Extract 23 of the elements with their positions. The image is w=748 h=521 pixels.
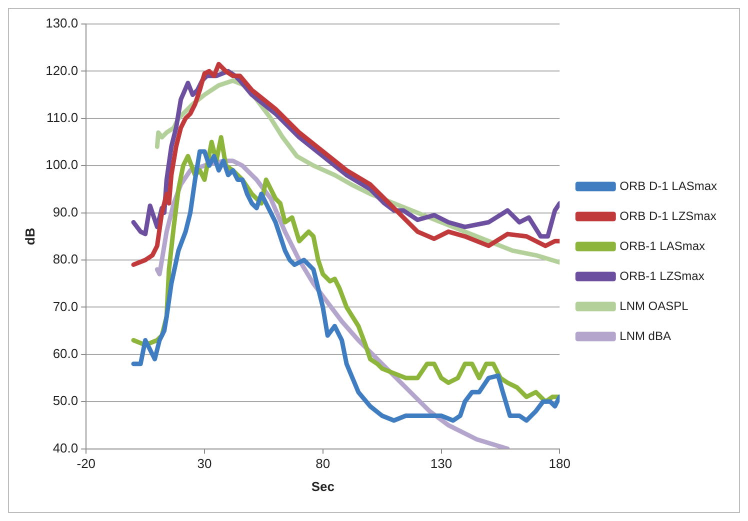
x-tick-label: -20 <box>76 456 96 472</box>
x-axis-title: Sec <box>311 478 334 494</box>
y-axis-title: dB <box>22 228 38 246</box>
legend-label: ORB-1 LASmax <box>620 238 705 253</box>
y-tick-label: 40.0 <box>52 440 78 456</box>
y-tick-label: 60.0 <box>52 346 78 361</box>
x-tick-label: 180 <box>548 456 570 472</box>
legend-label: LNM OASPL <box>620 298 689 313</box>
x-tick-label: 30 <box>197 456 212 472</box>
y-tick-label: 100.0 <box>46 157 78 172</box>
y-tick-label: 110.0 <box>46 110 78 125</box>
legend-label: ORB D-1 LZSmax <box>620 208 716 223</box>
y-tick-label: 70.0 <box>52 298 78 314</box>
y-tick-label: 90.0 <box>52 204 78 220</box>
x-tick-label: 130 <box>430 456 452 472</box>
legend-label: ORB-1 LZSmax <box>620 268 704 283</box>
y-tick-label: 50.0 <box>52 393 78 408</box>
y-tick-label: 130.0 <box>46 16 78 31</box>
legend-label: ORB D-1 LASmax <box>620 178 717 193</box>
legend-label: LNM dBA <box>620 328 671 343</box>
x-tick-label: 80 <box>316 456 330 472</box>
y-tick-label: 120.0 <box>46 62 78 78</box>
y-tick-label: 80.0 <box>52 252 78 267</box>
